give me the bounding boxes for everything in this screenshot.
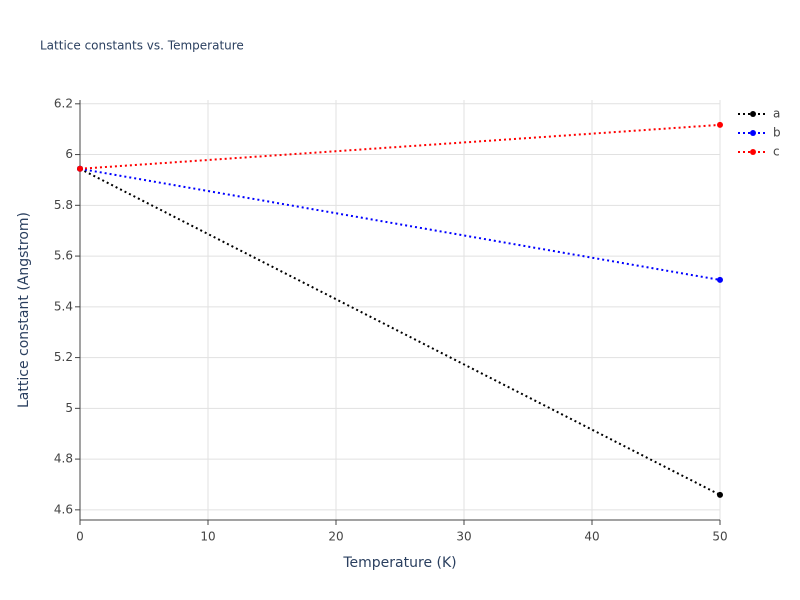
x-tick-label: 40 [584, 530, 599, 544]
y-tick-label: 4.8 [54, 452, 73, 466]
y-tick-label: 4.6 [54, 502, 73, 516]
y-axis-label: Lattice constant (Angstrom) [16, 212, 32, 408]
series-line [79, 167, 721, 281]
data-point [717, 276, 723, 283]
x-tick-label: 20 [328, 530, 343, 544]
x-tick-label: 30 [456, 530, 471, 544]
y-tick-label: 5 [65, 401, 73, 415]
data-point [717, 121, 723, 128]
series-line [79, 123, 721, 170]
data-point [77, 165, 83, 172]
y-tick-label: 5.8 [54, 198, 73, 212]
legend-marker [750, 149, 756, 155]
legend-marker [750, 111, 756, 117]
chart-title: Lattice constants vs. Temperature [40, 39, 244, 53]
legend-label: b [773, 126, 781, 140]
y-tick-label: 6.2 [54, 96, 73, 110]
y-tick-label: 5.4 [54, 299, 73, 313]
data-point [717, 491, 723, 498]
legend-label: a [773, 107, 780, 121]
y-tick-label: 5.6 [54, 249, 73, 263]
x-tick-label: 50 [712, 530, 727, 544]
series-line [79, 167, 721, 496]
legend-label: c [773, 145, 780, 159]
x-axis-label: Temperature (K) [342, 555, 456, 571]
y-tick-label: 6 [65, 147, 73, 161]
x-tick-label: 0 [76, 530, 84, 544]
x-tick-label: 10 [200, 530, 215, 544]
legend-marker [750, 130, 756, 136]
y-tick-label: 5.2 [54, 350, 73, 364]
